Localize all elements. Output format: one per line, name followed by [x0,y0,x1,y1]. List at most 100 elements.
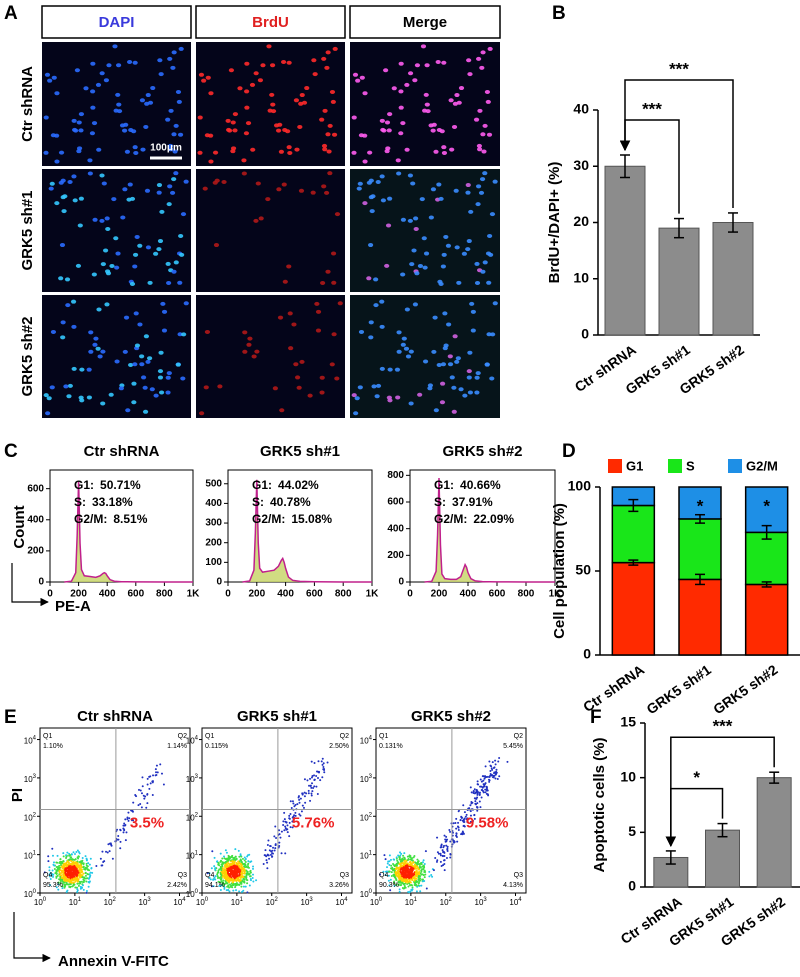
event-dot [240,859,243,862]
cell-nucleus [140,147,146,152]
cell-nucleus [45,411,51,416]
cell-nucleus [410,181,416,186]
event-dot [55,876,58,879]
event-dot [486,789,489,792]
cell-nucleus [132,264,138,269]
cell-nucleus [230,120,236,125]
event-dot [49,884,52,887]
cell-nucleus [157,58,163,63]
event-dot [224,864,227,867]
x-tick-label: 600 [306,589,323,600]
cell-nucleus [362,201,368,206]
cell-nucleus [225,127,232,132]
y-tick-label: 0 [581,326,589,342]
event-dot [406,872,409,875]
event-dot [51,854,54,857]
event-dot [404,886,407,889]
event-dot [494,759,497,762]
event-dot [77,884,80,887]
event-dot [291,800,294,803]
event-dot [453,840,456,843]
event-dot [64,872,67,875]
event-dot [309,785,312,788]
cell-nucleus [465,183,471,188]
tick-exponent: 2 [369,812,373,818]
column-header-box [41,5,192,39]
event-dot [400,859,403,862]
cell-nucleus [281,182,287,187]
event-dot [390,871,393,874]
x-tick-label: GRK5 sh#1 [643,661,714,717]
event-dot [428,875,431,878]
cell-nucleus [408,401,414,406]
cell-nucleus [43,115,49,120]
event-dot [267,839,270,842]
event-dot [446,848,449,851]
tick-exponent: 0 [379,897,383,903]
cell-nucleus [379,366,385,371]
event-dot [407,857,410,860]
cell-nucleus [287,311,293,316]
cell-nucleus [323,190,330,195]
quadrant-name: Q3 [340,872,349,879]
cell-nucleus [476,143,483,148]
event-dot [152,774,155,777]
event-dot [439,852,442,855]
cell-nucleus [409,262,415,267]
event-dot [393,858,396,861]
cell-nucleus [484,362,490,367]
tick-base: 10 [24,890,33,899]
event-dot [149,782,152,785]
event-dot [155,764,158,767]
event-dot [419,862,422,865]
cell-nucleus [46,396,52,401]
event-dot [309,777,312,780]
panel-label: B [552,3,566,24]
cell-nucleus [86,395,92,400]
event-dot [122,831,125,834]
cell-nucleus [150,86,156,91]
event-dot [271,852,274,855]
event-dot [469,820,472,823]
cell-nucleus [171,132,177,137]
cell-nucleus [435,59,441,64]
event-dot [64,878,67,881]
event-dot [278,841,281,844]
cell-nucleus [59,243,66,248]
event-dot [492,776,495,779]
x-tick-label: 400 [99,589,116,600]
cell-nucleus [61,209,67,214]
cell-nucleus [170,65,176,70]
cell-nucleus [424,102,430,107]
cell-nucleus [241,158,247,163]
event-dot [111,857,114,860]
cell-nucleus [387,398,393,403]
cell-nucleus [79,398,85,403]
event-dot [413,876,416,879]
event-dot [473,792,476,795]
event-dot [229,875,232,878]
event-dot [245,869,248,872]
cell-nucleus [368,195,374,200]
cell-nucleus [60,335,66,340]
event-dot [219,860,222,863]
event-dot [124,818,127,821]
cell-nucleus [413,227,419,232]
event-dot [228,868,231,871]
event-dot [482,775,485,778]
event-dot [67,883,70,886]
event-dot [410,889,413,892]
event-dot [290,806,293,809]
cell-nucleus [173,123,179,128]
event-dot [498,775,501,778]
cell-nucleus [71,118,77,123]
event-dot [293,814,296,817]
cell-nucleus [446,322,452,327]
phase-name: S: [434,495,446,509]
cell-nucleus [330,99,336,104]
cell-nucleus [112,44,118,49]
event-dot [488,779,491,782]
event-dot [56,854,59,857]
event-dot [67,874,70,877]
event-dot [82,881,85,884]
